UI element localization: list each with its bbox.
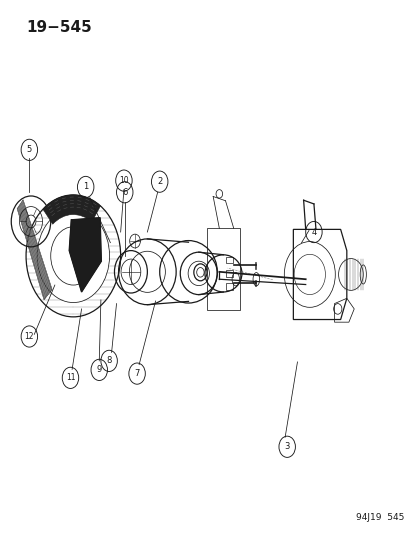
Text: 4: 4 xyxy=(311,228,316,237)
Text: 3: 3 xyxy=(284,442,289,451)
Text: 6: 6 xyxy=(122,188,127,197)
Text: 8: 8 xyxy=(106,357,112,366)
Text: 10: 10 xyxy=(119,176,128,185)
Polygon shape xyxy=(17,200,52,300)
Text: 19−545: 19−545 xyxy=(26,20,92,35)
Text: 11: 11 xyxy=(66,373,75,382)
Text: 9: 9 xyxy=(96,366,102,374)
Text: 12: 12 xyxy=(24,332,34,341)
Polygon shape xyxy=(69,217,101,292)
Text: 2: 2 xyxy=(157,177,162,186)
Text: 7: 7 xyxy=(134,369,140,378)
Text: 5: 5 xyxy=(27,146,32,155)
Text: 94J19  545: 94J19 545 xyxy=(355,513,404,522)
Text: 1: 1 xyxy=(83,182,88,191)
Wedge shape xyxy=(43,195,100,224)
